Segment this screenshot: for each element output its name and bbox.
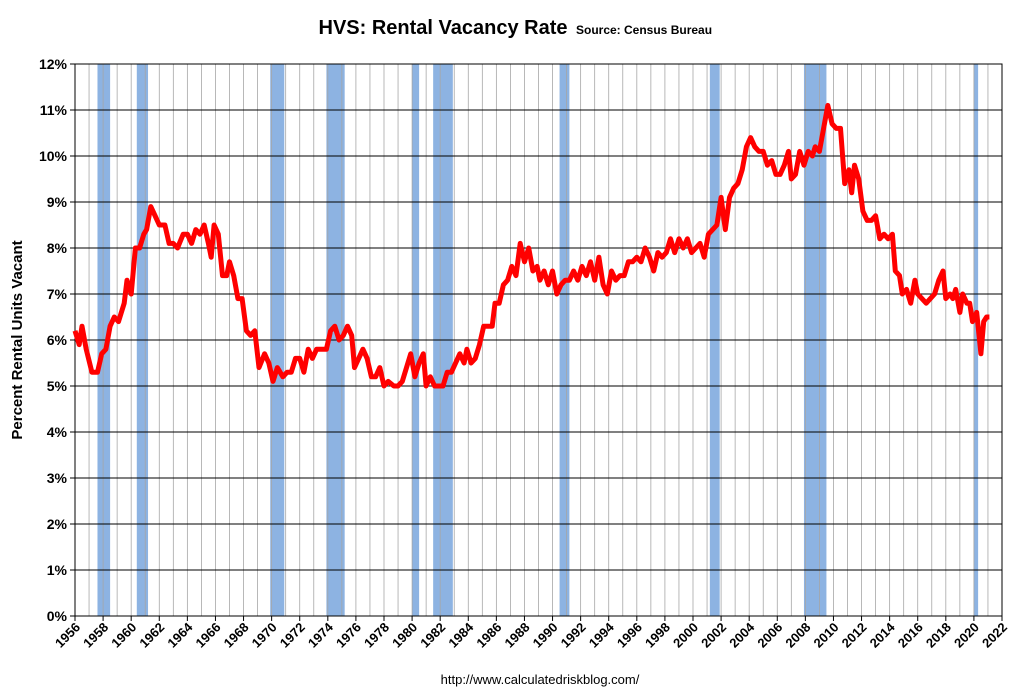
x-tick-label: 1964 bbox=[164, 619, 196, 651]
y-tick-label: 10% bbox=[39, 148, 68, 164]
y-tick-label: 12% bbox=[39, 56, 68, 72]
x-tick-label: 1996 bbox=[614, 620, 645, 651]
plot-frame bbox=[74, 63, 1003, 617]
y-axis-label: Percent Rental Units Vacant bbox=[9, 240, 26, 439]
y-tick-label: 2% bbox=[47, 516, 68, 532]
y-tick-label: 9% bbox=[47, 194, 68, 210]
x-tick-label: 1992 bbox=[558, 620, 589, 651]
y-tick-label: 7% bbox=[47, 286, 68, 302]
data-line bbox=[72, 102, 990, 389]
x-tick-label: 1960 bbox=[108, 620, 139, 651]
y-tick-label: 6% bbox=[47, 332, 68, 348]
x-tick-label: 1968 bbox=[221, 620, 252, 651]
x-tick-label: 1988 bbox=[502, 620, 533, 651]
y-tick-label: 0% bbox=[47, 608, 68, 624]
x-tick-label: 1974 bbox=[305, 619, 337, 651]
y-tick-label: 3% bbox=[47, 470, 68, 486]
x-tick-label: 1976 bbox=[333, 620, 364, 651]
x-tick-label: 2006 bbox=[754, 620, 785, 651]
x-tick-label: 1978 bbox=[361, 620, 392, 651]
footer: http://www.calculatedriskblog.com/ bbox=[441, 672, 640, 687]
x-tick-label: 2014 bbox=[867, 619, 899, 651]
chart-title: HVS: Rental Vacancy Rate bbox=[319, 17, 568, 39]
x-tick-label: 1958 bbox=[80, 620, 111, 651]
x-tick-label: 1984 bbox=[445, 619, 477, 651]
chart-subtitle: Source: Census Bureau bbox=[576, 23, 712, 37]
x-tick-label: 2000 bbox=[670, 620, 701, 651]
x-tick-label: 1982 bbox=[417, 620, 448, 651]
x-tick-label: 2018 bbox=[923, 620, 954, 651]
x-tick-label: 2022 bbox=[979, 620, 1010, 651]
x-tick-label: 2008 bbox=[782, 620, 813, 651]
x-tick-label: 1986 bbox=[473, 620, 504, 651]
x-tick-label: 1980 bbox=[389, 620, 420, 651]
x-tick-label: 1994 bbox=[586, 619, 618, 651]
x-tick-label: 1998 bbox=[642, 620, 673, 651]
x-tick-label: 2016 bbox=[895, 620, 926, 651]
x-tick-label: 2020 bbox=[951, 620, 982, 651]
y-tick-label: 8% bbox=[47, 240, 68, 256]
x-tick-label: 1962 bbox=[136, 620, 167, 651]
x-tick-label: 1970 bbox=[249, 620, 280, 651]
y-tick-label: 1% bbox=[47, 562, 68, 578]
y-tick-label: 11% bbox=[40, 102, 68, 118]
x-tick-label: 1966 bbox=[193, 620, 224, 651]
y-tick-label: 4% bbox=[47, 424, 68, 440]
y-tick-label: 5% bbox=[47, 378, 68, 394]
x-tick-label: 2004 bbox=[726, 619, 758, 651]
x-tick-label: 1990 bbox=[530, 620, 561, 651]
x-tick-label: 1956 bbox=[52, 620, 83, 651]
x-tick-label: 2002 bbox=[698, 620, 729, 651]
x-tick-label: 2010 bbox=[811, 620, 842, 651]
x-tick-label: 1972 bbox=[277, 620, 308, 651]
x-tick-label: 2012 bbox=[839, 620, 870, 651]
